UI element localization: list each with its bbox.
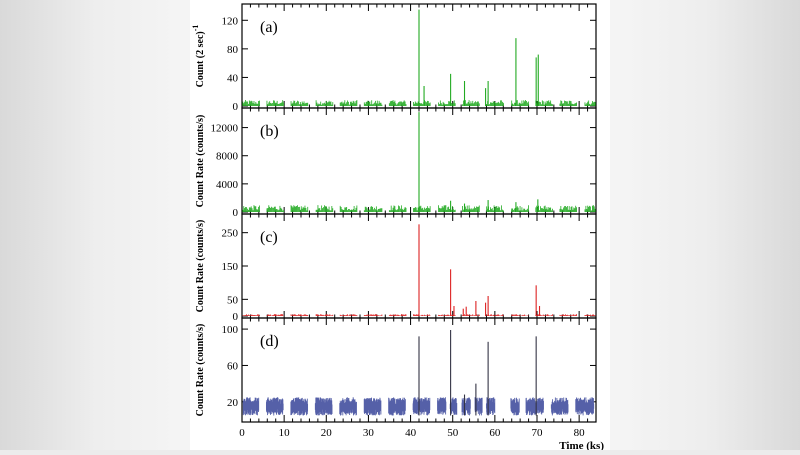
y-tick-label: 8000: [216, 151, 239, 163]
x-tick-label: 40: [405, 427, 417, 439]
panel-3: 0 50 150 250 (c) Count Rate (counts/s): [195, 213, 597, 323]
observation-segment: [412, 397, 431, 416]
y-axis-label-text: Count Rate (counts/s): [195, 115, 206, 208]
y-tick-label: 50: [227, 294, 239, 306]
panel-1: 0 40 80 120 (a) Count (2 sec)-1: [191, 3, 597, 113]
y-tick-label: 60: [227, 360, 239, 372]
observation-segment: [449, 397, 458, 415]
observation-segment: [363, 397, 382, 416]
x-tick-label: 60: [489, 427, 501, 439]
x-tick-label: 30: [363, 427, 375, 439]
panel-label: (c): [260, 229, 278, 246]
y-tick-label: 12000: [211, 123, 239, 135]
y-axis-label-text: Count (2 sec): [195, 31, 206, 87]
y-tick-label: 250: [222, 228, 239, 240]
y-tick-label: 0: [233, 101, 239, 113]
observation-segment: [265, 397, 284, 416]
x-axis-label: Time (ks): [559, 440, 604, 450]
observation-segment: [550, 397, 569, 416]
y-axis-label-superscript: -1: [191, 25, 200, 32]
x-tick-label: 70: [532, 427, 544, 439]
observation-segment: [575, 397, 595, 416]
panel-label: (d): [260, 333, 279, 350]
observation-segment: [314, 397, 333, 416]
observation-segment: [339, 397, 357, 416]
observation-segment: [525, 397, 544, 416]
quiescent-emission: [242, 100, 596, 106]
observation-segment: [388, 397, 406, 416]
panel-4: 20 60 100 (d) Count Rate (counts/s) 0 10 20 30 40…: [195, 317, 604, 452]
y-axis-label: Count Rate (counts/s): [195, 220, 206, 313]
x-tick-label: 0: [239, 427, 245, 439]
y-tick-label: 150: [222, 261, 239, 273]
panel-2: 0 4000 8000 12000 (b) Count Rate (counts/s): [195, 107, 597, 219]
y-axis-label: Count Rate (counts/s): [195, 324, 206, 417]
y-tick-label: 40: [227, 72, 239, 84]
panel-label: (a): [260, 19, 278, 36]
x-tick-label: 50: [447, 427, 459, 439]
x-tick-label: 80: [574, 427, 586, 439]
panel-label: (b): [260, 123, 279, 140]
y-tick-label: 20: [227, 397, 239, 409]
observation-segment: [510, 397, 520, 416]
y-axis-label: Count (2 sec)-1: [191, 25, 206, 88]
x-tick-label: 10: [279, 427, 291, 439]
y-tick-label: 0: [233, 207, 239, 219]
observation-segment: [242, 397, 260, 416]
y-tick-label: 80: [227, 44, 239, 56]
x-tick-label: 20: [321, 427, 333, 439]
lightcurve-figure: 0 40 80 120 (a) Count (2 sec)-1 0 4000 8000 12000…: [190, 0, 610, 452]
y-axis-label-text: Count Rate (counts/s): [195, 324, 206, 417]
observation-segment: [290, 397, 309, 416]
y-tick-label: 120: [222, 15, 239, 27]
y-tick-label: 0: [233, 311, 239, 323]
y-axis-label-text: Count Rate (counts/s): [195, 220, 206, 313]
y-tick-label: 100: [222, 324, 239, 336]
observation-segment: [461, 397, 471, 416]
y-axis-label: Count Rate (counts/s): [195, 115, 206, 208]
y-tick-label: 4000: [216, 179, 239, 191]
observation-segment: [437, 397, 447, 415]
quiescent-emission: [242, 205, 596, 212]
